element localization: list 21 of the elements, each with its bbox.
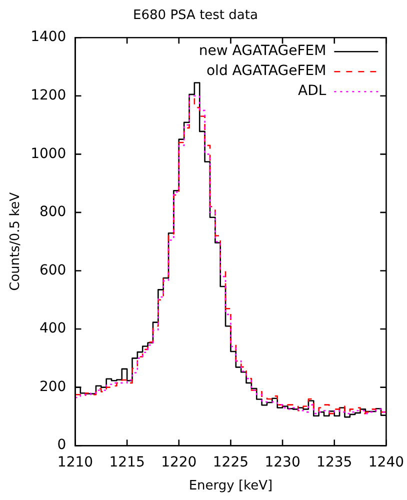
y-axis-title: Counts/0.5 keV [8, 192, 24, 291]
y-tick-label: 800 [39, 204, 66, 220]
y-tick-label: 0 [57, 437, 66, 454]
y-tick-label: 200 [39, 378, 66, 395]
x-tick-label: 1240 [368, 454, 404, 471]
y-tick-label: 400 [39, 320, 66, 337]
x-tick-label: 1230 [264, 454, 300, 471]
y-tick-label: 600 [39, 262, 66, 278]
x-axis-title: Energy [keV] [188, 478, 273, 494]
x-tick-label: 1235 [316, 454, 352, 471]
y-tick-label: 1000 [30, 146, 66, 162]
legend-label: old AGATAGeFEM [206, 63, 326, 80]
x-tick-label: 1220 [161, 454, 197, 471]
x-tick-label: 1225 [212, 454, 249, 471]
y-tick-label: 1200 [30, 88, 66, 104]
chart-title: E680 PSA test data [133, 8, 258, 24]
y-tick-label: 1400 [30, 29, 66, 46]
x-tick-label: 1210 [57, 454, 94, 471]
legend-label: ADL [298, 83, 326, 100]
x-tick-label: 1215 [109, 454, 145, 471]
legend-label: new AGATAGeFEM [198, 43, 326, 60]
